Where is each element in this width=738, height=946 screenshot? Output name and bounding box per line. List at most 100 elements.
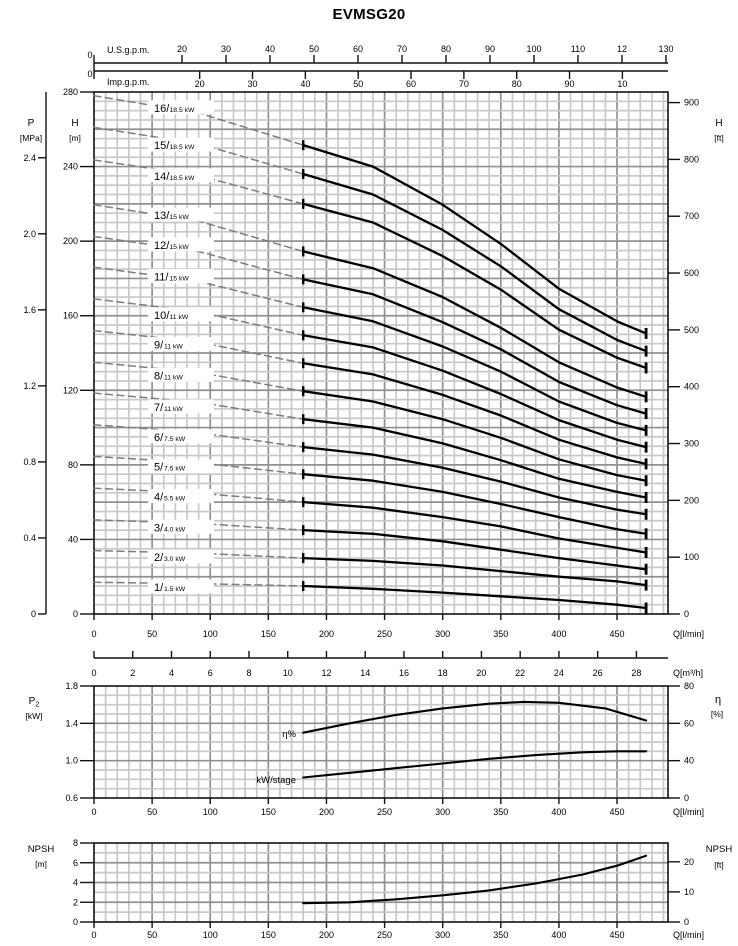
h-ft-tick-label: 800 xyxy=(684,154,699,164)
h-ft-axis-title: H xyxy=(715,118,722,129)
p-mpa-axis-unit: [MPa] xyxy=(20,133,42,143)
q-m3h-tick-label: 22 xyxy=(515,668,525,678)
npsh-m-tick-label: 8 xyxy=(73,838,78,848)
curve-label-stages: 16/ xyxy=(154,103,170,115)
curve-label-stages: 11/ xyxy=(154,272,169,284)
h-m-tick-label: 280 xyxy=(63,87,78,97)
q-m3h-tick-label: 24 xyxy=(554,668,564,678)
curve-label-16: 16/18.5 kW xyxy=(148,100,214,115)
q-lmin-tick-label: 400 xyxy=(551,629,566,639)
curve-label-power: 5.5 kW xyxy=(164,496,186,503)
us-gpm-zero: 0 xyxy=(87,50,92,60)
h-ft-tick-label: 700 xyxy=(684,211,699,221)
q-m3h-tick-label: 0 xyxy=(91,668,96,678)
q-lmin-tick-label: 100 xyxy=(203,629,218,639)
q-lmin-axis-title: Q[l/min] xyxy=(673,629,704,639)
npsh-m-tick-label: 4 xyxy=(73,878,78,888)
q-m3h-tick-label: 18 xyxy=(438,668,448,678)
curve-label-power: 1.5 kW xyxy=(164,586,186,593)
imp-gpm-tick-label: 10 xyxy=(617,79,627,89)
h-m-tick-label: 200 xyxy=(63,236,78,246)
q-lmin-tick-label: 450 xyxy=(610,629,625,639)
q-lmin-tick-label: 200 xyxy=(319,629,334,639)
curve-label-power: 15 kW xyxy=(170,276,190,283)
curve-label-10: 10/11 kW xyxy=(148,307,214,322)
npsh-m-axis-unit: [m] xyxy=(35,859,47,869)
eta-axis-unit: [%] xyxy=(711,709,723,719)
curve-label-stages: 10/ xyxy=(154,310,170,322)
p2-kw-tick-label: 1.4 xyxy=(65,718,78,728)
p2-axis-title: P2 xyxy=(29,696,40,709)
curve-label-power: 11 kW xyxy=(164,374,183,381)
us-gpm-tick-label: 130 xyxy=(658,44,673,54)
power-curves: η% kW/stage xyxy=(256,700,648,786)
main-axis-p-mpa: 0 0.4 0.8 1.2 1.6 2.0 2.4 P [MPa] xyxy=(20,92,47,619)
power-grid xyxy=(93,685,669,799)
q-tick-label: 100 xyxy=(203,930,218,940)
q-tick-label: 0 xyxy=(91,807,96,817)
us-gpm-tick-label: 100 xyxy=(526,44,541,54)
us-gpm-axis-title: U.S.g.p.m. xyxy=(107,45,150,55)
main-axis-h-m: 0 40 80 120 160 200 240 280 H [m] xyxy=(63,87,94,619)
curve-label-stages: 9/ xyxy=(154,340,164,352)
q-m3h-tick-label: 28 xyxy=(631,668,641,678)
q-lmin-tick-label: 250 xyxy=(377,629,392,639)
q-m3h-axis-title: Q[m³/h] xyxy=(673,668,703,678)
q-lmin-tick-label: 350 xyxy=(493,629,508,639)
imp-gpm-axis-title: Imp.g.p.m. xyxy=(107,77,150,87)
p-mpa-tick-label: 1.2 xyxy=(23,381,36,391)
imp-gpm-tick-label: 70 xyxy=(459,79,469,89)
p-mpa-axis-title: P xyxy=(28,118,35,129)
curve-label-3: 3/4.0 kW xyxy=(148,519,214,534)
q-tick-label: 0 xyxy=(91,930,96,940)
imp-gpm-tick-label: 90 xyxy=(565,79,575,89)
curve-label-stages: 12/ xyxy=(154,240,170,252)
q-m3h-tick-label: 10 xyxy=(283,668,293,678)
p-mpa-tick-label: 0.8 xyxy=(23,457,36,467)
curve-label-power: 4.0 kW xyxy=(164,526,186,533)
h-m-axis-unit: [m] xyxy=(69,133,81,143)
us-gpm-tick-label: 80 xyxy=(441,44,451,54)
us-gpm-tick-label: 70 xyxy=(397,44,407,54)
imp-gpm-tick-label: 20 xyxy=(195,79,205,89)
power-axis-eta: 0 40 60 80 η [%] xyxy=(668,681,723,803)
q-lmin-tick-label: 50 xyxy=(147,629,157,639)
q-lmin-tick-label: 300 xyxy=(435,629,450,639)
npsh-m-tick-label: 6 xyxy=(73,858,78,868)
curve-label-stages: 8/ xyxy=(154,370,164,382)
q-m3h-tick-label: 16 xyxy=(399,668,409,678)
q-axis-title: Q[l/min] xyxy=(673,930,704,940)
curve-label-power: 18.5 kW xyxy=(170,107,196,114)
imp-gpm-tick-label: 40 xyxy=(300,79,310,89)
q-m3h-tick-label: 26 xyxy=(593,668,603,678)
power-axis-kw: 0.6 1.0 1.4 1.8 P2 [kW] xyxy=(26,681,94,803)
eta-tick-label: 0 xyxy=(684,793,689,803)
q-m3h-tick-label: 6 xyxy=(208,668,213,678)
us-gpm-tick-label: 20 xyxy=(177,44,187,54)
q-lmin-tick-label: 150 xyxy=(261,629,276,639)
q-tick-label: 200 xyxy=(319,807,334,817)
q-tick-label: 300 xyxy=(435,807,450,817)
p-mpa-tick-label: 1.6 xyxy=(23,305,36,315)
h-ft-tick-label: 600 xyxy=(684,268,699,278)
npsh-m-axis-title: NPSH xyxy=(28,844,55,855)
npsh-curve xyxy=(302,854,648,905)
curve-label-stages: 5/ xyxy=(154,462,164,474)
curve-label-stages: 3/ xyxy=(154,522,164,534)
q-tick-label: 400 xyxy=(551,930,566,940)
q-m3h-tick-label: 4 xyxy=(169,668,174,678)
q-tick-label: 250 xyxy=(377,807,392,817)
eta-tick-label: 60 xyxy=(684,718,694,728)
page-title: EVMSG20 xyxy=(332,6,406,23)
curve-label-12: 12/15 kW xyxy=(148,237,214,252)
us-gpm-tick-label: 60 xyxy=(353,44,363,54)
power-axis-q: 0 50 100 150 200 250 300 350 400 450 Q[l/min] xyxy=(91,798,704,817)
curve-label-13: 13/15 kW xyxy=(148,207,214,222)
curve-label-6: 6/7.5 kW xyxy=(148,429,214,444)
npsh-ft-axis-unit: [ft] xyxy=(714,860,723,870)
curve-label-7: 7/11 kW xyxy=(148,399,214,414)
h-ft-axis-unit: [ft] xyxy=(714,133,723,143)
kw-stage-curve-label: kW/stage xyxy=(256,775,296,786)
